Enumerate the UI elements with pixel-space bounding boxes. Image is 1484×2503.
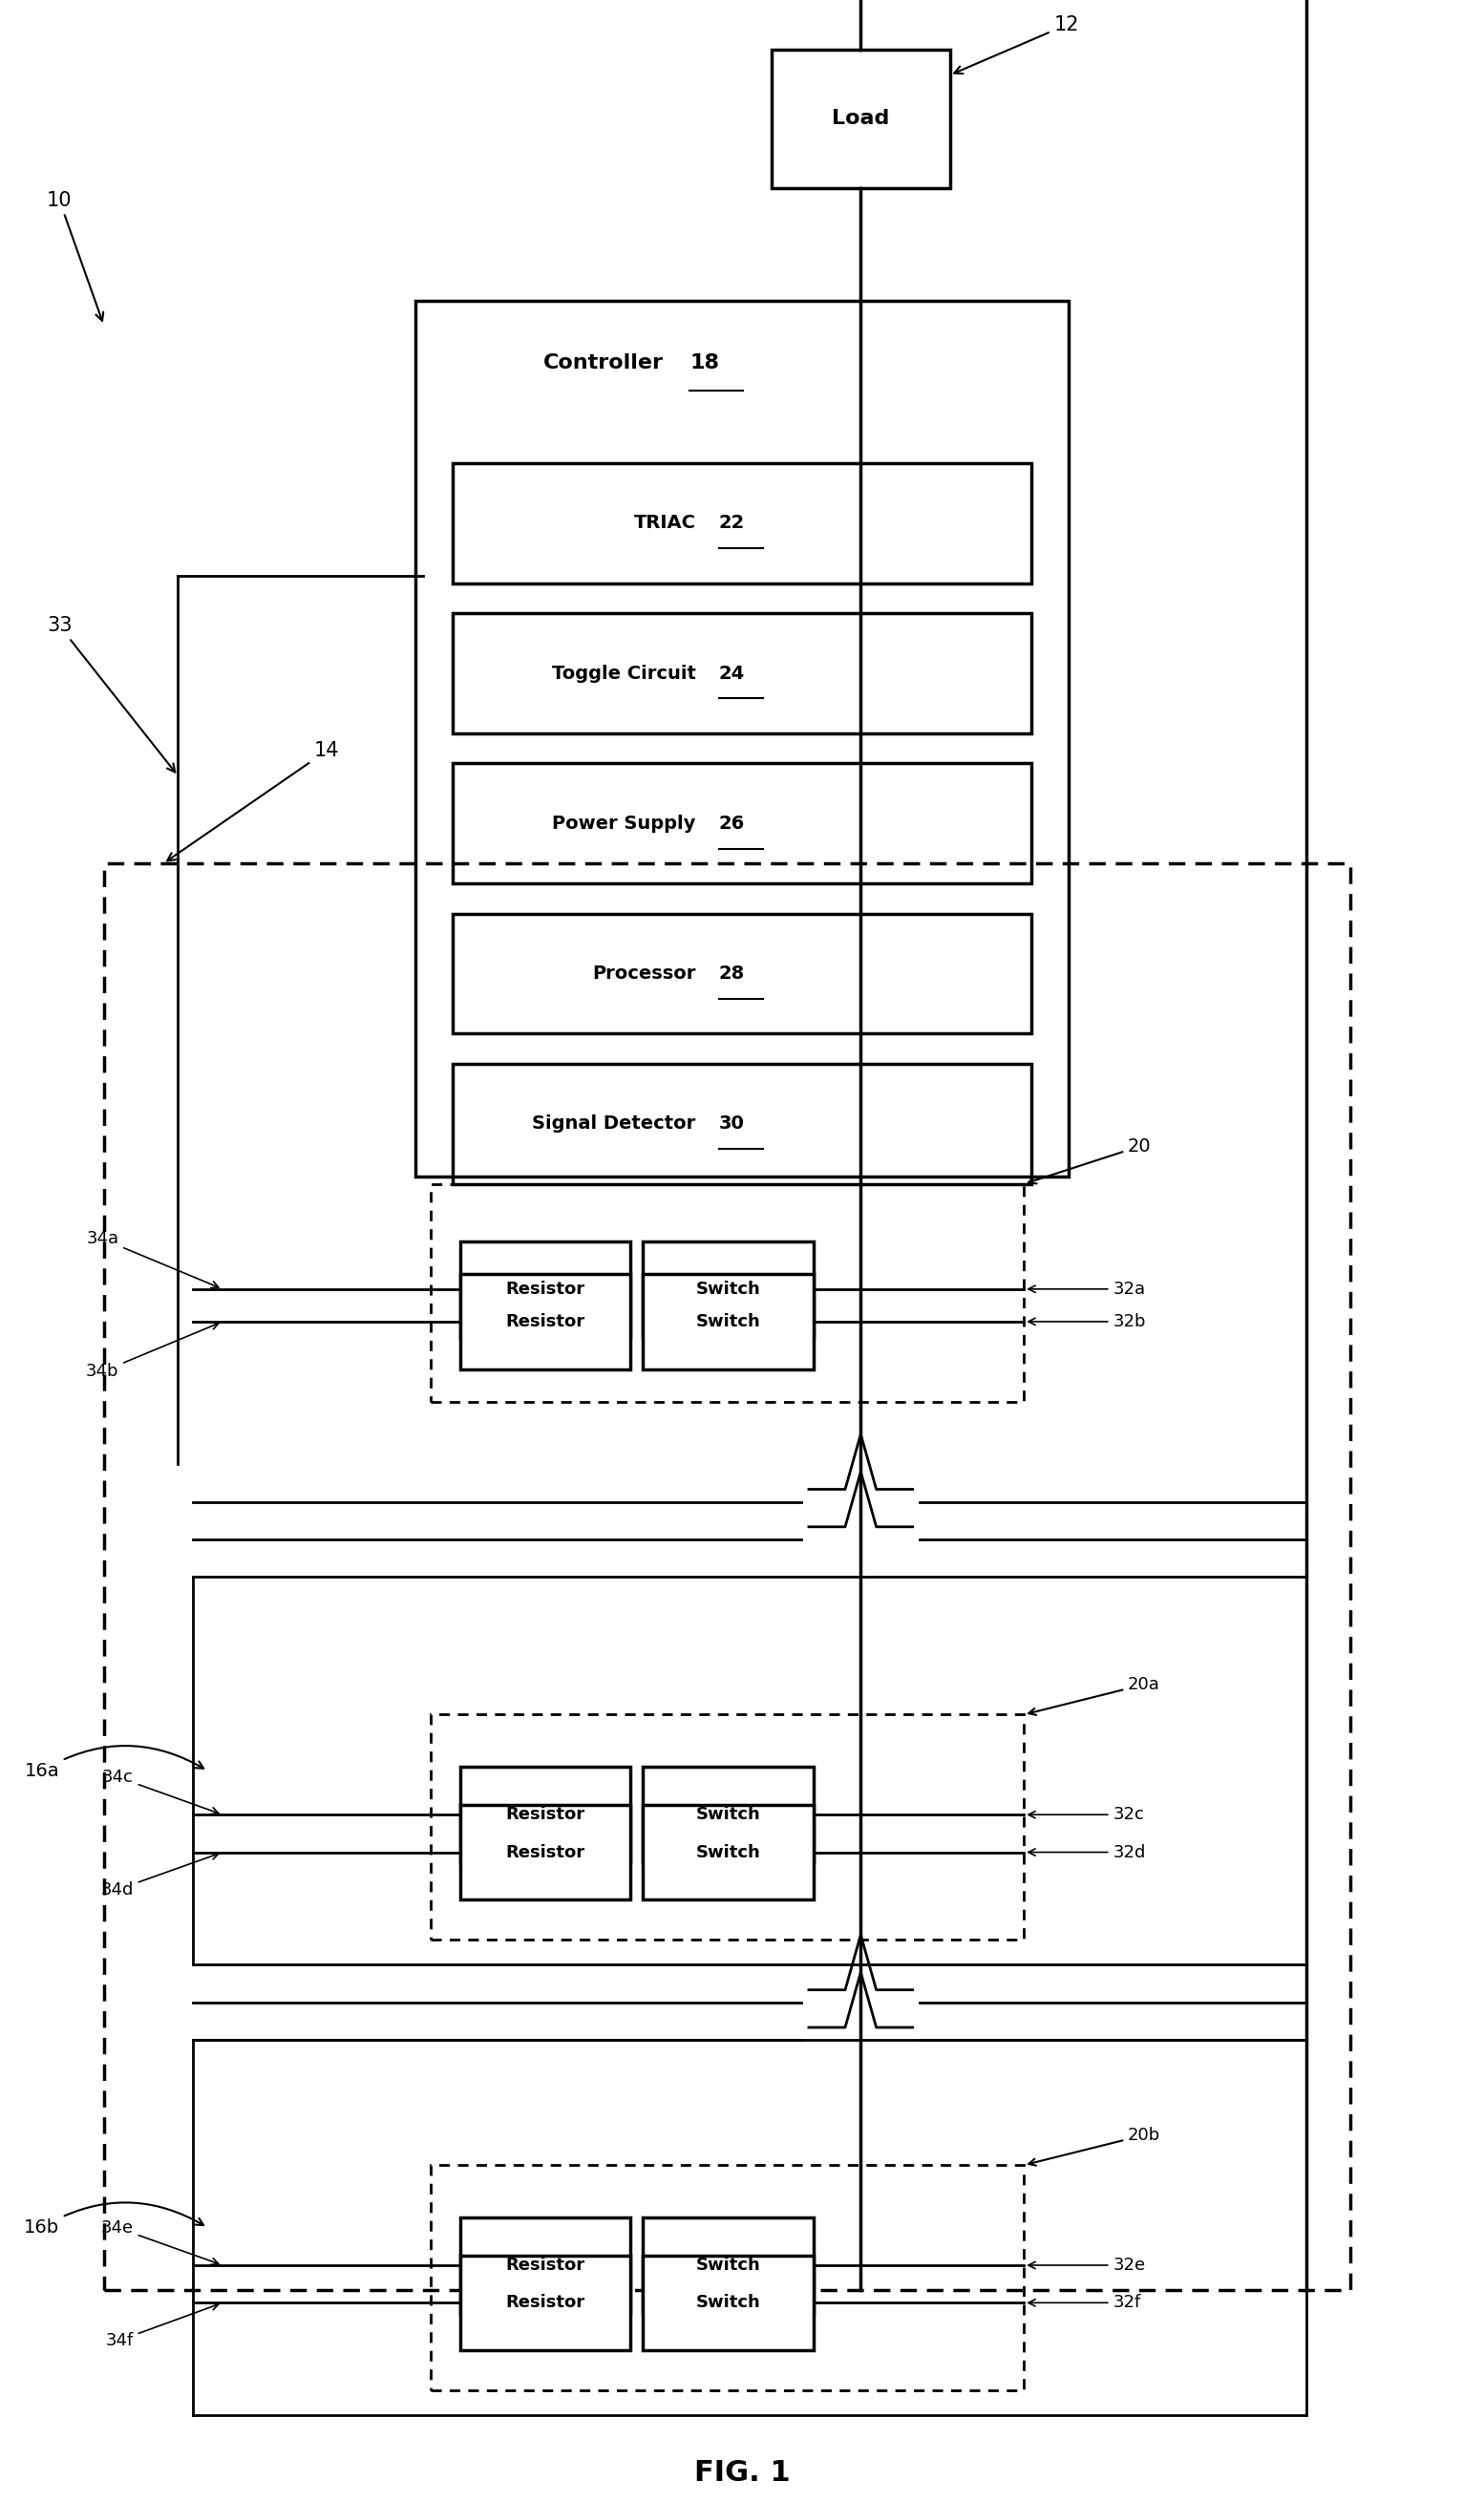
Text: Resistor: Resistor (506, 2258, 585, 2273)
Text: 32e: 32e (1028, 2258, 1146, 2273)
Text: 20a: 20a (1028, 1677, 1160, 1715)
Text: 18: 18 (690, 353, 720, 373)
Text: Resistor: Resistor (506, 2295, 585, 2310)
FancyBboxPatch shape (460, 2255, 631, 2350)
Text: 32a: 32a (1028, 1282, 1146, 1297)
Text: TRIAC: TRIAC (634, 513, 696, 533)
Text: Power Supply: Power Supply (552, 813, 696, 833)
Text: 20: 20 (1028, 1136, 1152, 1184)
Text: Resistor: Resistor (506, 1845, 585, 1860)
FancyBboxPatch shape (460, 2218, 631, 2313)
FancyBboxPatch shape (643, 2255, 813, 2350)
Text: Switch: Switch (696, 1314, 760, 1329)
FancyBboxPatch shape (460, 1767, 631, 1862)
Text: Switch: Switch (696, 1282, 760, 1297)
FancyBboxPatch shape (643, 1767, 813, 1862)
Text: 16b: 16b (24, 2203, 203, 2238)
FancyBboxPatch shape (643, 1274, 813, 1369)
Text: 34f: 34f (105, 2303, 218, 2348)
FancyBboxPatch shape (460, 1241, 631, 1337)
FancyBboxPatch shape (460, 1805, 631, 1900)
FancyBboxPatch shape (643, 1241, 813, 1337)
Text: Switch: Switch (696, 2258, 760, 2273)
Text: Controller: Controller (543, 353, 663, 373)
Text: Switch: Switch (696, 1807, 760, 1822)
Text: 22: 22 (718, 513, 745, 533)
Text: Signal Detector: Signal Detector (533, 1114, 696, 1134)
Text: 33: 33 (46, 616, 175, 771)
Text: Switch: Switch (696, 2295, 760, 2310)
Text: 20b: 20b (1028, 2128, 1160, 2165)
Text: 12: 12 (954, 15, 1079, 73)
Text: 34c: 34c (102, 1770, 218, 1815)
Text: 32d: 32d (1028, 1845, 1146, 1860)
Text: Resistor: Resistor (506, 1314, 585, 1329)
Text: 28: 28 (718, 964, 745, 984)
Text: 30: 30 (718, 1114, 745, 1134)
Text: Resistor: Resistor (506, 1282, 585, 1297)
Text: Switch: Switch (696, 1845, 760, 1860)
Text: 34e: 34e (101, 2220, 218, 2265)
Text: 32f: 32f (1028, 2295, 1141, 2310)
FancyBboxPatch shape (460, 1274, 631, 1369)
Text: 34b: 34b (86, 1322, 218, 1379)
Text: 24: 24 (718, 663, 745, 683)
Text: 32b: 32b (1028, 1314, 1146, 1329)
Text: 32c: 32c (1028, 1807, 1144, 1822)
Text: FIG. 1: FIG. 1 (695, 2458, 789, 2488)
Text: 34d: 34d (101, 1852, 218, 1897)
Text: Processor: Processor (592, 964, 696, 984)
Text: Resistor: Resistor (506, 1807, 585, 1822)
Text: Toggle Circuit: Toggle Circuit (552, 663, 696, 683)
Text: 14: 14 (168, 741, 340, 861)
Text: 34a: 34a (86, 1231, 218, 1289)
Text: Load: Load (833, 110, 889, 128)
FancyBboxPatch shape (643, 2218, 813, 2313)
Text: 16a: 16a (24, 1745, 203, 1780)
FancyBboxPatch shape (643, 1805, 813, 1900)
Text: 10: 10 (46, 190, 104, 320)
Text: 26: 26 (718, 813, 745, 833)
